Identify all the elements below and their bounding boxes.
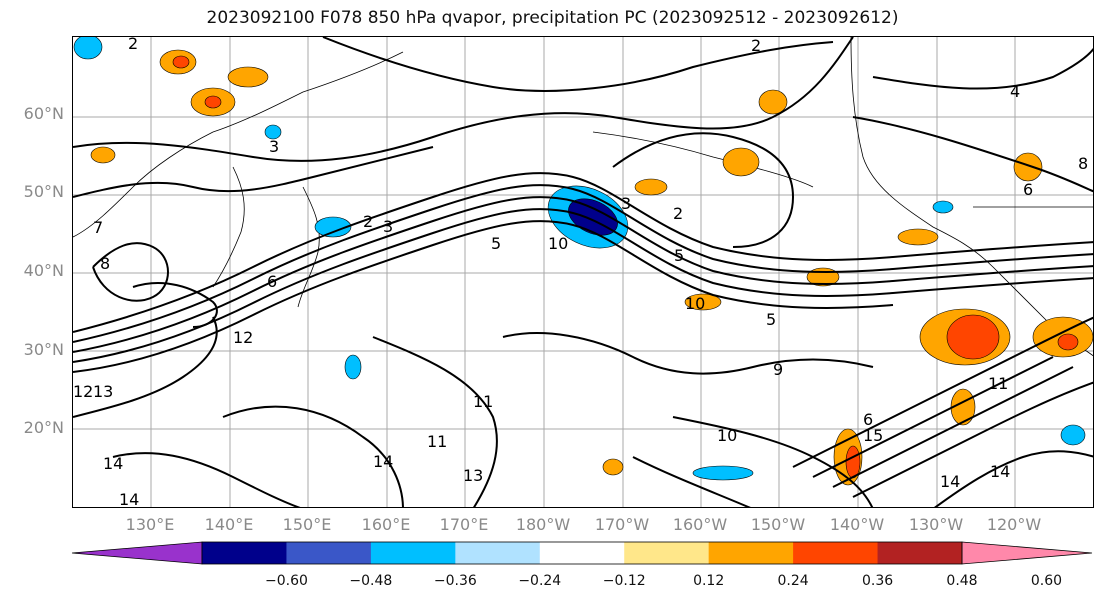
contour-label: 10: [685, 294, 705, 313]
colorbar-extend-low: [71, 541, 203, 565]
colorbar-tick-label: 0.12: [693, 573, 725, 589]
lon-label-180w: 180°W: [515, 515, 571, 534]
lat-label-30n: 30°N: [23, 340, 64, 359]
contour-label: 3: [383, 217, 393, 236]
contour-label: 11: [427, 432, 447, 451]
colorbar-tick-label: 0.36: [861, 573, 894, 589]
colorbar-segment: [455, 542, 541, 564]
precip-red: [172, 55, 1079, 479]
contour-label: 11: [473, 392, 493, 411]
contour-label: 13: [93, 382, 113, 401]
contour-label: 2: [128, 37, 138, 53]
colorbar-tick-label: 0.24: [777, 573, 809, 589]
contour-label: 14: [940, 472, 960, 491]
contour-label: 12: [233, 328, 253, 347]
contour-label: 15: [863, 426, 883, 445]
precip-shading: [73, 37, 1093, 486]
lon-label-160e: 160°E: [361, 515, 411, 534]
contour-label: 5: [674, 246, 684, 265]
colorbar-tick-label: 0.60: [1030, 573, 1063, 589]
contour-label: 8: [1078, 154, 1088, 173]
lon-label-170w: 170°W: [594, 515, 650, 534]
map-panel: 2 2 2 2 3 3 3 4 5 5 5 6 6 6 7 8 8 9 10 1…: [72, 36, 1094, 508]
colorbar-tick-label: −0.24: [518, 573, 562, 589]
colorbar: [70, 541, 1100, 569]
qvapor-contours: [73, 37, 1093, 507]
colorbar-extend-high: [961, 541, 1093, 565]
colorbar-tick-label: 0.48: [946, 573, 978, 589]
colorbar-frame: [201, 541, 963, 565]
colorbar-segment: [370, 542, 456, 564]
lon-label-140w: 140°W: [829, 515, 885, 534]
contour-label: 5: [766, 310, 776, 329]
lon-label-140e: 140°E: [204, 515, 254, 534]
colorbar-segment: [793, 542, 879, 564]
contour-label: 14: [103, 454, 123, 473]
contour-label: 6: [267, 272, 277, 291]
colorbar-svg: [71, 541, 1093, 565]
contour-label: 2: [363, 212, 373, 231]
lon-label-150e: 150°E: [282, 515, 332, 534]
lon-label-130e: 130°E: [125, 515, 175, 534]
colorbar-tick-label: −0.60: [264, 573, 308, 589]
graticule: [73, 37, 1093, 507]
contour-label: 14: [119, 490, 139, 508]
contour-label: 6: [863, 410, 873, 429]
contour-label: 4: [1010, 82, 1020, 101]
lon-label-130w: 130°W: [908, 515, 964, 534]
contour-labels: 2 2 2 2 3 3 3 4 5 5 5 6 6 6 7 8 8 9 10 1…: [73, 37, 1088, 508]
colorbar-tick-label: −0.36: [433, 573, 477, 589]
colorbar-segment: [624, 542, 710, 564]
contour-label: 5: [491, 234, 501, 253]
contour-label: 2: [673, 204, 683, 223]
contour-label: 10: [548, 234, 568, 253]
contour-label: 6: [1023, 180, 1033, 199]
contour-label: 11: [988, 374, 1008, 393]
contour-label: 3: [621, 194, 631, 213]
colorbar-segment: [539, 542, 625, 564]
contour-label: 7: [93, 218, 103, 237]
contour-label: 9: [773, 360, 783, 379]
lon-label-150w: 150°W: [750, 515, 806, 534]
lat-label-60n: 60°N: [23, 104, 64, 123]
lon-label-120w: 120°W: [986, 515, 1042, 534]
lat-label-20n: 20°N: [23, 418, 64, 437]
colorbar-segment: [202, 542, 287, 564]
colorbar-tick-label: −0.48: [349, 573, 393, 589]
plot-title: 2023092100 F078 850 hPa qvapor, precipit…: [206, 8, 899, 28]
contour-label: 13: [463, 466, 483, 485]
colorbar-segment: [877, 542, 963, 564]
lon-label-170e: 170°E: [439, 515, 489, 534]
contour-label: 2: [751, 37, 761, 55]
contour-label: 14: [990, 462, 1010, 481]
lon-label-160w: 160°W: [672, 515, 728, 534]
colorbar-tick-label: −0.12: [602, 573, 646, 589]
lat-label-50n: 50°N: [23, 182, 64, 201]
colorbar-segment: [708, 542, 794, 564]
lat-label-40n: 40°N: [23, 261, 64, 280]
colorbar-segment: [286, 542, 372, 564]
contour-label: 12: [73, 382, 93, 401]
contour-label: 8: [100, 254, 110, 273]
contour-label: 10: [717, 426, 737, 445]
map-canvas: 2 2 2 2 3 3 3 4 5 5 5 6 6 6 7 8 8 9 10 1…: [73, 37, 1093, 508]
contour-label: 14: [373, 452, 393, 471]
contour-label: 3: [269, 137, 279, 156]
